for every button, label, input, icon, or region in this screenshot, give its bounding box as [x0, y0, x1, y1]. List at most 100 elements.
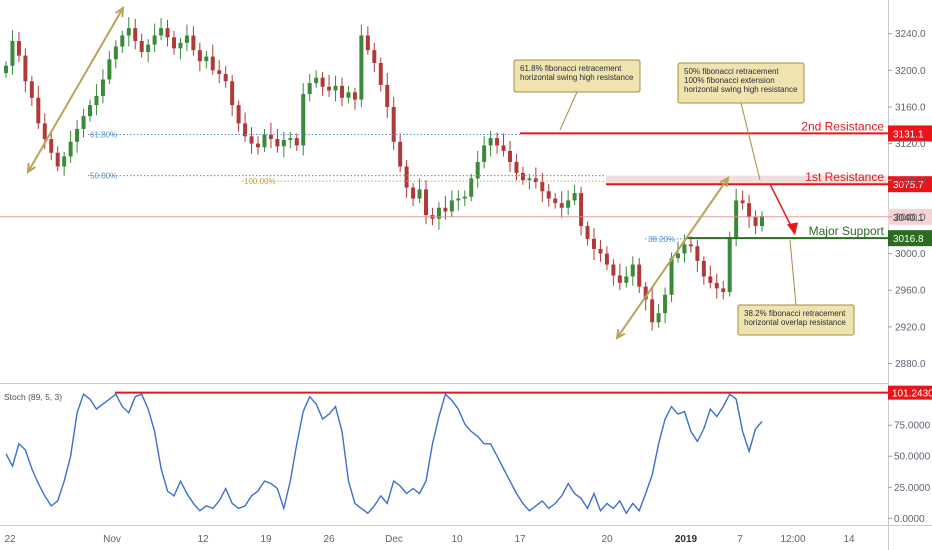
candle-body — [126, 28, 131, 36]
candle-body — [100, 79, 105, 96]
candle-body — [604, 253, 609, 265]
candle-body — [359, 35, 364, 100]
stoch-tick-label: 50.0000 — [894, 452, 931, 463]
candle-body — [217, 70, 222, 74]
candle-body — [398, 141, 403, 167]
fib-label: 100.00% — [244, 177, 276, 186]
candle-body — [559, 203, 564, 208]
annotation-pointer — [789, 239, 797, 306]
candle-body — [514, 161, 519, 173]
candle-body — [637, 264, 642, 287]
candle-body — [598, 248, 603, 254]
annotation-text: 38.2% fibonacci retracement — [744, 309, 846, 318]
annotation-pointer — [559, 91, 578, 131]
time-tick-label: 22 — [4, 534, 16, 545]
candle-body — [663, 294, 668, 314]
time-tick-label: 12 — [197, 534, 209, 545]
level-label: 1st Resistance — [805, 170, 884, 184]
candle-body — [36, 97, 41, 124]
stoch-tick-label: 25.0000 — [894, 483, 931, 494]
time-tick-label: Dec — [385, 534, 403, 545]
candle-body — [495, 138, 500, 146]
stoch-level-tag-bg — [888, 385, 932, 400]
price-tick-label: 3200.0 — [895, 66, 926, 77]
candle-body — [29, 81, 34, 98]
fib-levels: 61.80% 50.00% 100.00% 38.20% — [88, 130, 888, 244]
price-tick-label: 3160.0 — [895, 102, 926, 113]
price-tick-label: 2960.0 — [895, 286, 926, 297]
candle-body — [262, 134, 267, 148]
candle-body — [107, 59, 112, 80]
level-tag: 3131.1 — [893, 129, 924, 140]
candle-body — [42, 123, 47, 140]
candle-body — [592, 238, 596, 249]
fib-label: 50.00% — [90, 172, 117, 181]
candle-body — [714, 282, 719, 289]
stoch-level-tag: 101.2430 — [892, 389, 932, 400]
level-tag-bg — [888, 230, 932, 247]
candle-body — [16, 40, 21, 56]
last-price-tag: 3040.1 — [893, 213, 924, 224]
projection-arrow-head — [787, 222, 798, 236]
candle-body — [81, 116, 86, 129]
candle-body — [191, 35, 196, 51]
candle-body — [475, 161, 480, 179]
candle-body — [223, 73, 228, 82]
candle-body — [314, 77, 319, 84]
candle-body — [546, 191, 551, 199]
price-tick-label: 2880.0 — [895, 359, 926, 370]
candle-body — [340, 85, 344, 98]
candle-body — [4, 65, 8, 74]
fib-label: 38.20% — [648, 235, 675, 244]
annotation-text: 50% fibonacci retracement — [684, 67, 779, 76]
candle-body — [734, 200, 739, 238]
candle-body — [197, 50, 202, 62]
time-tick-label: 7 — [737, 534, 743, 545]
candle-body — [249, 136, 254, 144]
trend-arrows — [26, 6, 730, 340]
time-tick-label: 20 — [601, 534, 613, 545]
level-tag: 3075.7 — [893, 180, 924, 191]
price-axis: 3240.0 3200.0 3160.0 3120.0 3080.0 3040.0 3000… — [888, 29, 931, 525]
candle-body — [508, 150, 512, 162]
candle-body — [301, 94, 306, 146]
candle-body — [230, 81, 235, 106]
annotation-box — [513, 59, 641, 93]
candle-body — [320, 77, 325, 87]
candle-body — [404, 166, 409, 188]
candle-body — [688, 244, 693, 247]
candle-body — [256, 143, 260, 148]
candle-body — [527, 178, 532, 181]
candle-body — [520, 172, 525, 181]
candle-body — [656, 313, 661, 323]
candle-body — [281, 139, 286, 147]
candle-body — [747, 203, 752, 217]
candle-body — [727, 237, 732, 293]
candle-body — [68, 141, 73, 157]
candle-body — [721, 288, 726, 293]
trend-arrow-right-head — [719, 176, 730, 188]
candle-body — [385, 84, 390, 107]
price-tick-label: 3120.0 — [895, 139, 926, 150]
candle-body — [617, 275, 622, 283]
candle-body — [630, 264, 635, 277]
candle-body — [443, 207, 448, 212]
time-tick-label: Nov — [103, 534, 121, 545]
candle-body — [62, 156, 67, 167]
candle-body — [740, 200, 745, 204]
candle-body — [553, 198, 558, 204]
candle-body — [10, 40, 15, 66]
candle-body — [159, 28, 164, 36]
candle-body — [139, 40, 144, 52]
candle-body — [165, 28, 170, 38]
candle-body — [172, 37, 176, 49]
candle-body — [346, 92, 351, 98]
time-tick-label: 19 — [260, 534, 272, 545]
candle-body — [184, 35, 189, 43]
trend-arrow-right-head — [615, 328, 626, 340]
candle-body — [178, 42, 183, 49]
candle-body — [210, 56, 215, 71]
candle-body — [243, 123, 248, 137]
level-label: 2nd Resistance — [801, 119, 884, 133]
time-tick-label: 2019 — [675, 534, 698, 545]
